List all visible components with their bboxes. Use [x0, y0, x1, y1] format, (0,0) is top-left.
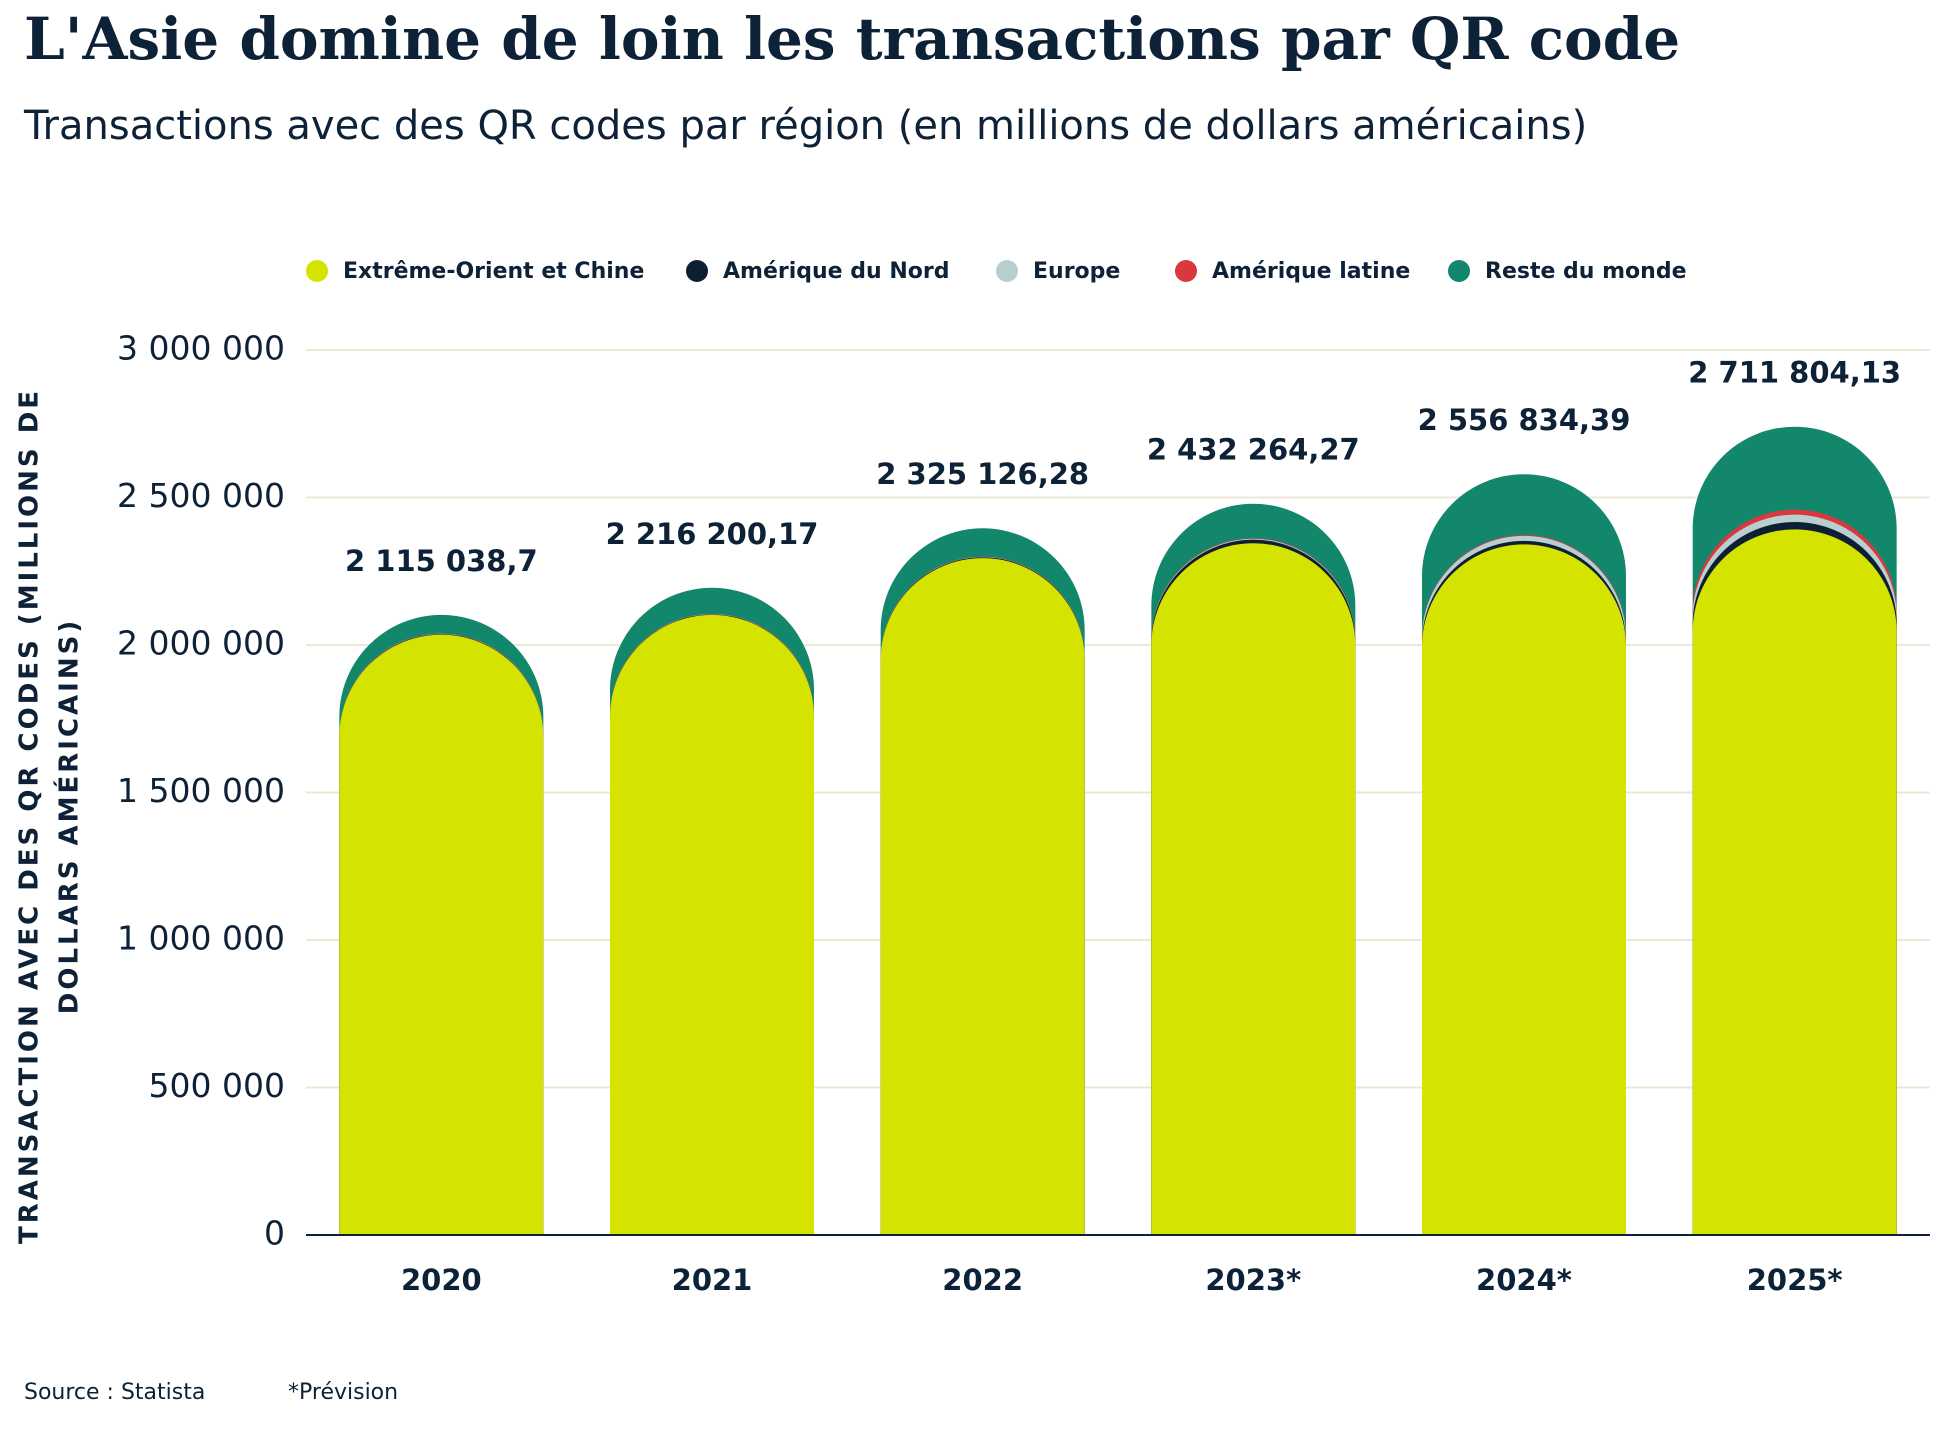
legend-label: Extrême-Orient et Chine	[343, 259, 644, 284]
x-tick-label: 2023*	[1205, 1263, 1301, 1297]
legend-label: Reste du monde	[1485, 259, 1687, 284]
total-label: 2 711 804,13	[1688, 356, 1901, 390]
y-axis-label: TRANSACTION AVEC DES QR CODES (MILLIONS …	[15, 388, 45, 1244]
x-tick-label: 2024*	[1476, 1263, 1572, 1297]
y-tick-label: 0	[264, 1214, 285, 1253]
legend-swatch	[306, 260, 328, 282]
x-tick-label: 2020	[401, 1263, 482, 1297]
y-tick-label: 3 000 000	[117, 329, 285, 368]
note: *Prévision	[288, 1380, 398, 1405]
bar-segment	[1151, 543, 1356, 1235]
chart-title: L'Asie domine de loin les transactions p…	[24, 5, 1680, 73]
source: Source : Statista	[24, 1380, 205, 1405]
total-label: 2 325 126,28	[876, 457, 1089, 491]
y-axis-label: DOLLARS AMÉRICAINS)	[53, 618, 85, 1014]
total-label: 2 556 834,39	[1418, 403, 1631, 437]
bar-segment	[880, 558, 1085, 1235]
bar-segment	[339, 634, 544, 1235]
y-tick-label: 1 500 000	[117, 771, 285, 810]
total-label: 2 216 200,17	[606, 517, 819, 551]
bar-segment	[610, 614, 814, 1235]
x-tick-label: 2022	[942, 1263, 1023, 1297]
total-label: 2 115 038,7	[345, 544, 538, 578]
legend-label: Europe	[1033, 259, 1120, 284]
y-tick-label: 500 000	[149, 1066, 285, 1105]
legend-swatch	[1175, 260, 1197, 282]
bar-segment	[1422, 544, 1626, 1235]
chart-subtitle: Transactions avec des QR codes par régio…	[23, 103, 1587, 149]
x-tick-label: 2025*	[1747, 1263, 1843, 1297]
legend-swatch	[1448, 260, 1470, 282]
total-label: 2 432 264,27	[1147, 433, 1360, 467]
y-tick-label: 2 000 000	[117, 624, 285, 663]
legend-label: Amérique du Nord	[723, 259, 949, 284]
x-tick-label: 2021	[672, 1263, 753, 1297]
y-tick-label: 2 500 000	[117, 476, 285, 515]
legend-swatch	[996, 260, 1018, 282]
legend-swatch	[686, 260, 708, 282]
y-tick-label: 1 000 000	[117, 919, 285, 958]
bar-segment	[1692, 529, 1897, 1235]
legend-label: Amérique latine	[1212, 259, 1410, 284]
